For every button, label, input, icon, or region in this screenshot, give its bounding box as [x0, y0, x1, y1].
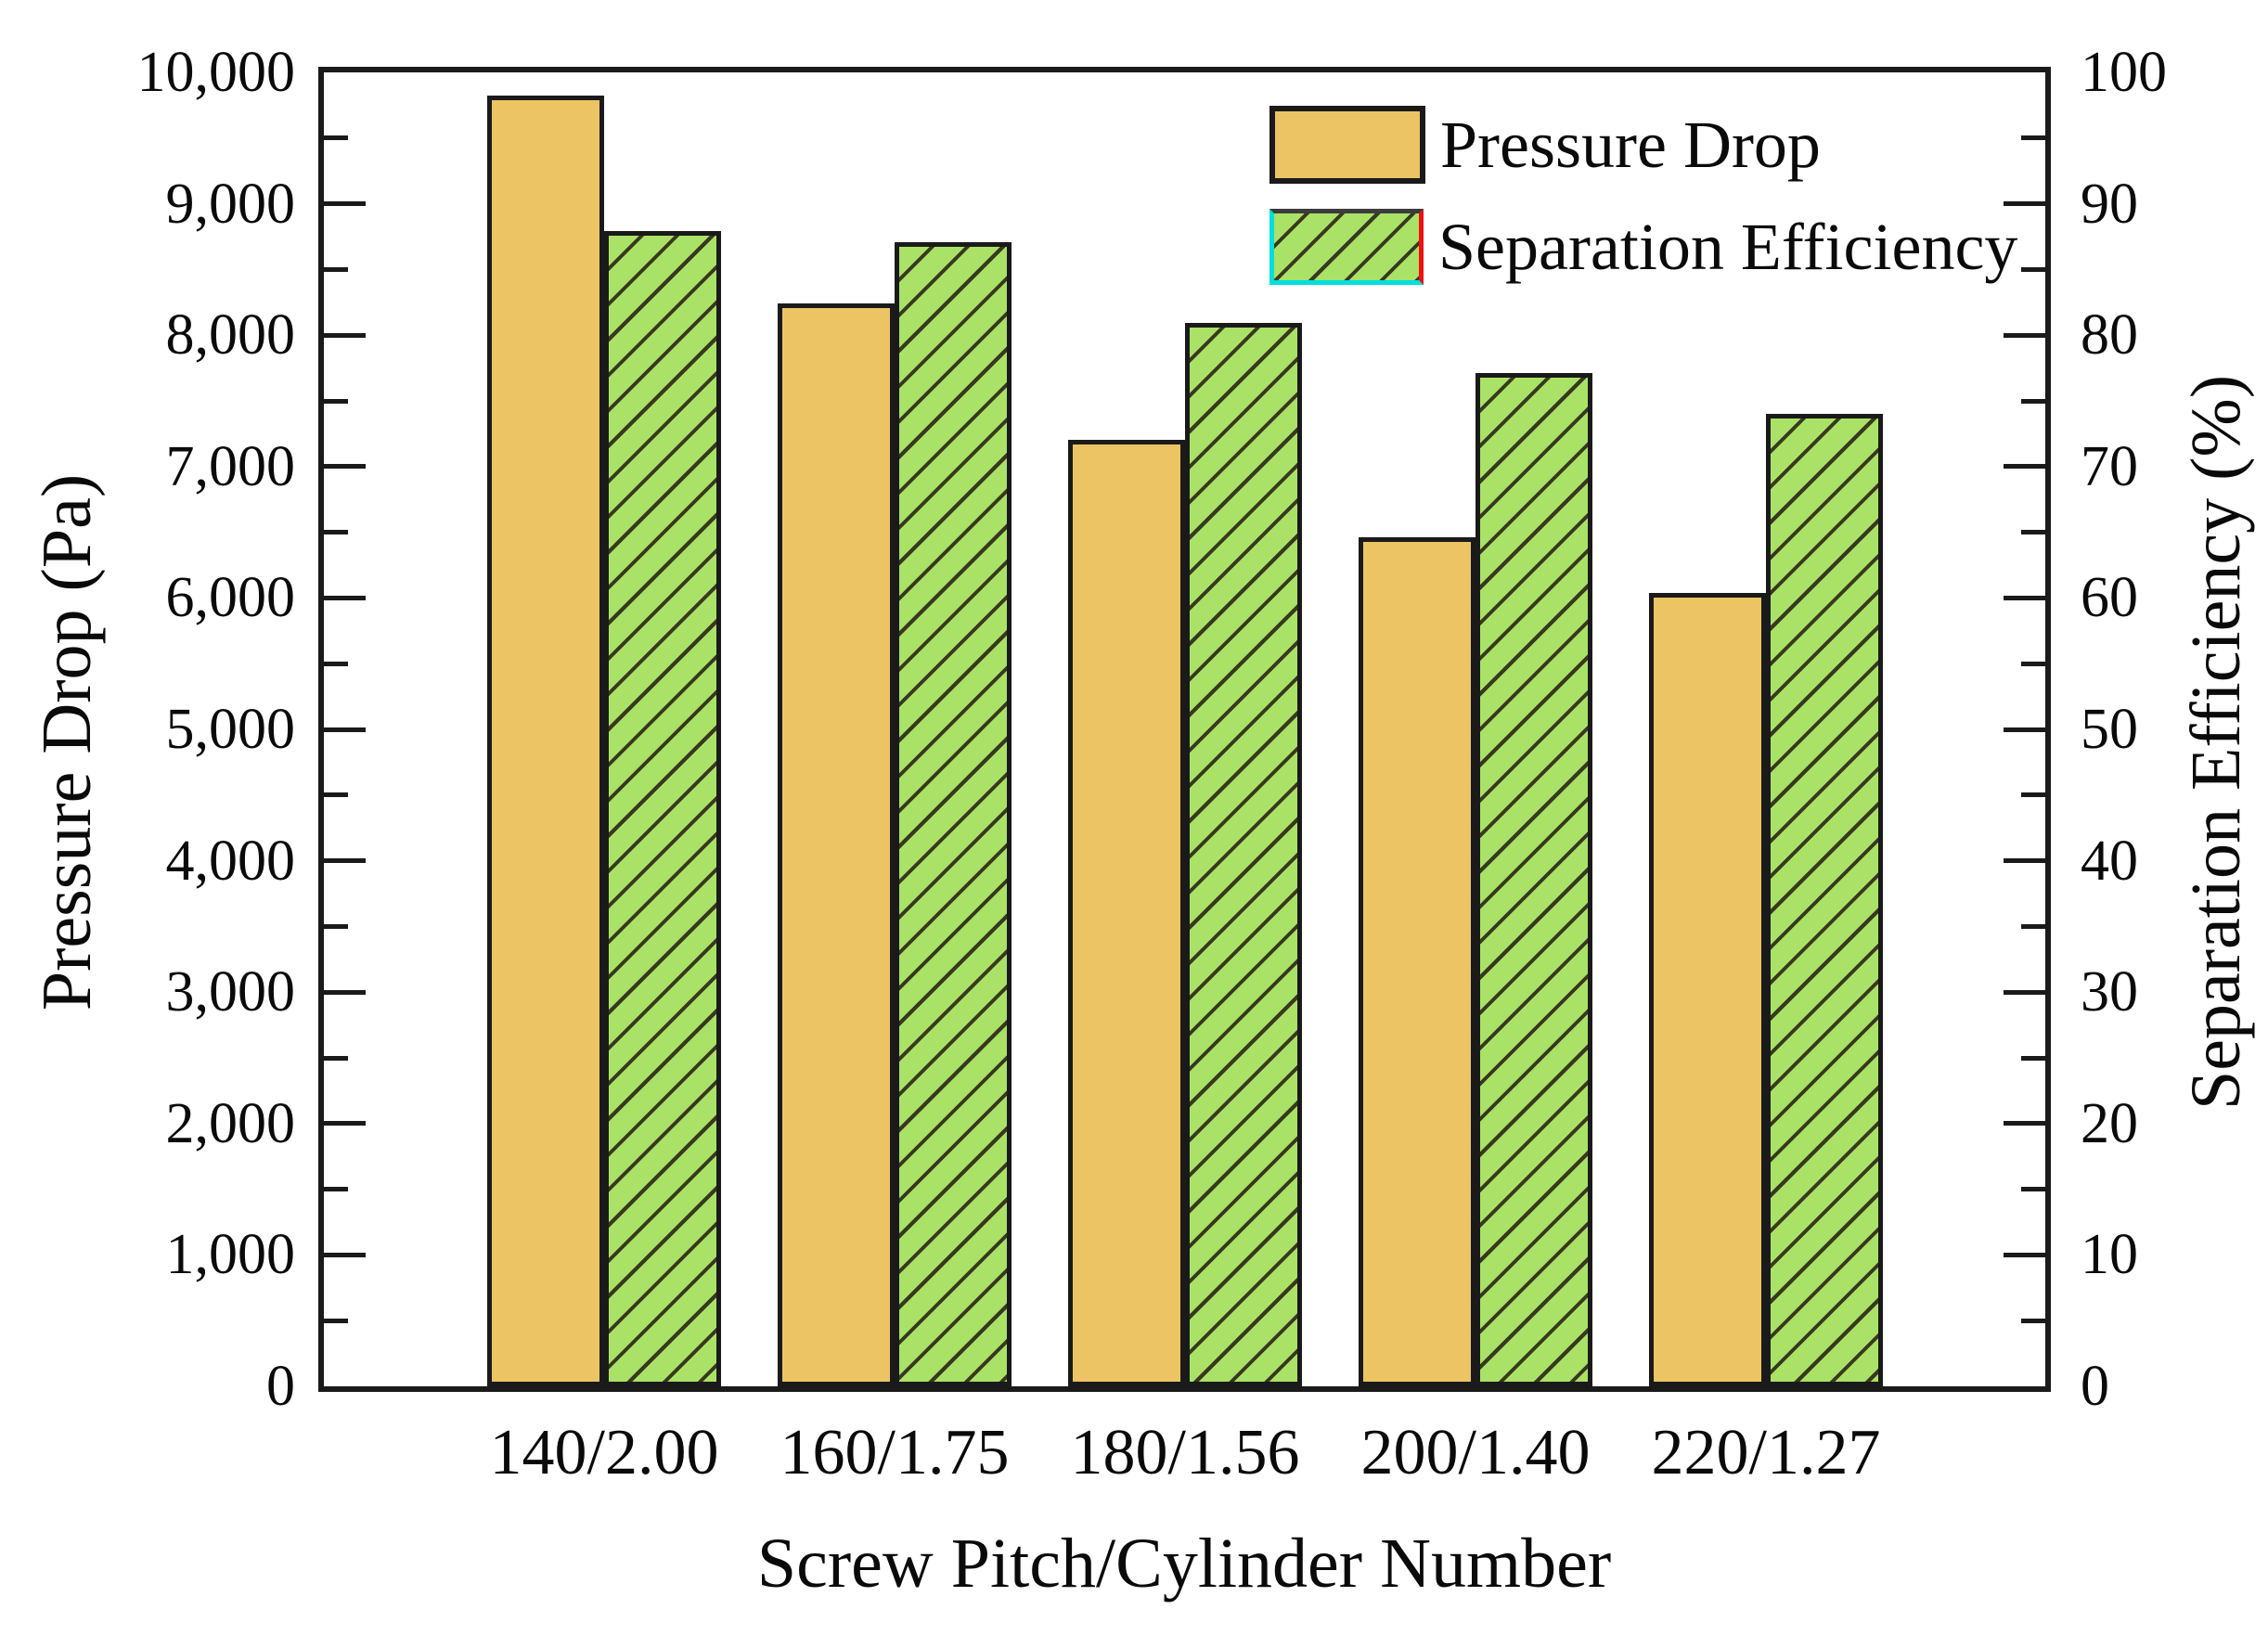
left-axis-tick — [324, 1055, 348, 1061]
right-axis-tick-label: 100 — [2081, 41, 2167, 104]
right-axis-tick — [2004, 1252, 2045, 1257]
right-axis-tick — [2004, 332, 2045, 338]
legend-swatch-separation-efficiency — [1269, 209, 1424, 285]
right-axis-tick — [2021, 1055, 2045, 1061]
right-axis-tick — [2021, 530, 2045, 535]
right-axis-tick-label: 0 — [2081, 1355, 2109, 1418]
legend-swatch-pressure-drop — [1269, 106, 1425, 184]
right-axis-tick — [2004, 1121, 2045, 1127]
left-axis-tick-label: 0 — [266, 1355, 295, 1418]
right-axis-tick — [2021, 1318, 2045, 1323]
bar-pressure-drop-220/1.27 — [1649, 593, 1766, 1386]
plot-area — [318, 67, 2051, 1392]
bar-pressure-drop-200/1.40 — [1359, 537, 1475, 1386]
left-axis-tick-label: 4,000 — [165, 829, 296, 893]
left-axis-tick-label: 6,000 — [165, 566, 296, 630]
right-axis-tick — [2021, 1187, 2045, 1192]
right-axis-tick — [2004, 201, 2045, 207]
left-axis-tick-label: 2,000 — [165, 1091, 296, 1155]
left-axis-tick-label: 10,000 — [136, 41, 296, 104]
left-axis-tick — [324, 398, 348, 404]
bar-separation-efficiency-140/2.00 — [604, 231, 721, 1386]
left-axis-tick — [324, 727, 366, 732]
legend-row-pressure-drop: Pressure Drop — [1269, 100, 2017, 189]
right-axis-tick-label: 70 — [2081, 434, 2138, 498]
left-axis-tick — [324, 661, 348, 666]
right-axis-tick — [2004, 727, 2045, 732]
legend: Pressure Drop Separation Efficiency — [1269, 100, 2017, 304]
right-axis-tick-label: 30 — [2081, 960, 2138, 1024]
x-axis-tick-label: 140/2.00 — [489, 1417, 719, 1488]
bar-separation-efficiency-180/1.56 — [1185, 323, 1302, 1386]
right-axis-tick — [2021, 923, 2045, 929]
left-axis-tick — [324, 332, 366, 338]
left-axis-tick-label: 5,000 — [165, 698, 296, 761]
x-axis-tick-label: 180/1.56 — [1070, 1417, 1300, 1488]
left-axis-tick — [324, 464, 366, 470]
right-axis-tick-label: 10 — [2081, 1223, 2138, 1287]
right-axis-tick — [2004, 858, 2045, 864]
right-axis-tick-label: 60 — [2081, 566, 2138, 630]
left-axis-tick — [324, 923, 348, 929]
right-axis-tick — [2021, 661, 2045, 666]
right-axis-tick-label: 80 — [2081, 303, 2138, 367]
x-axis-tick-label: 220/1.27 — [1651, 1417, 1881, 1488]
left-axis-tick — [324, 1318, 348, 1323]
x-axis-tick-label: 200/1.40 — [1360, 1417, 1591, 1488]
left-axis-tick — [324, 792, 348, 798]
x-axis-title: Screw Pitch/Cylinder Number — [756, 1525, 1612, 1603]
right-axis-tick-label: 50 — [2081, 698, 2138, 761]
right-axis-tick-label: 20 — [2081, 1091, 2138, 1155]
left-axis-tick — [324, 1187, 348, 1192]
bar-separation-efficiency-220/1.27 — [1766, 414, 1883, 1386]
bar-separation-efficiency-160/1.75 — [895, 242, 1012, 1386]
bar-pressure-drop-140/2.00 — [487, 96, 604, 1386]
right-axis-tick — [2021, 135, 2045, 141]
bar-pressure-drop-160/1.75 — [778, 303, 895, 1386]
right-axis-tick — [2004, 989, 2045, 995]
left-axis-tick-label: 7,000 — [165, 434, 296, 498]
right-axis-tick — [2021, 266, 2045, 272]
x-axis-tick-label: 160/1.75 — [780, 1417, 1010, 1488]
left-axis-tick — [324, 135, 348, 141]
left-axis-tick-label: 3,000 — [165, 960, 296, 1024]
left-axis-tick — [324, 530, 348, 535]
left-axis-tick — [324, 266, 348, 272]
left-axis-tick — [324, 201, 366, 207]
legend-label-separation-efficiency: Separation Efficiency — [1438, 210, 2018, 284]
right-axis-tick — [2021, 792, 2045, 798]
right-axis-tick-label: 40 — [2081, 829, 2138, 893]
right-axis-tick — [2004, 464, 2045, 470]
left-axis-tick-label: 1,000 — [165, 1223, 296, 1287]
legend-row-separation-efficiency: Separation Efficiency — [1269, 202, 2017, 291]
right-axis-tick — [2004, 595, 2045, 600]
bar-separation-efficiency-200/1.40 — [1475, 373, 1592, 1386]
left-axis-tick — [324, 1252, 366, 1257]
left-axis-tick — [324, 858, 366, 864]
bar-pressure-drop-180/1.56 — [1068, 440, 1185, 1386]
right-axis-tick — [2021, 398, 2045, 404]
left-axis-tick — [324, 595, 366, 600]
left-axis-tick-label: 9,000 — [165, 172, 296, 236]
legend-label-pressure-drop: Pressure Drop — [1440, 108, 1821, 182]
left-axis-tick — [324, 1121, 366, 1127]
left-axis-tick-label: 8,000 — [165, 303, 296, 367]
left-axis-tick — [324, 989, 366, 995]
right-axis-tick-label: 90 — [2081, 172, 2138, 236]
